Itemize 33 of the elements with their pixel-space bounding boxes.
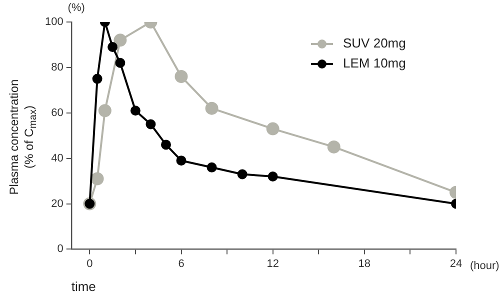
- y-tick-label: 40: [51, 152, 64, 164]
- y-tick-label: 60: [51, 106, 64, 119]
- point: [90, 172, 104, 186]
- y-tick-label: 100: [44, 16, 64, 28]
- point: [174, 70, 188, 84]
- x-tick-label: 0: [86, 258, 93, 270]
- point: [115, 58, 126, 68]
- legend-label: LEM 10mg: [343, 56, 406, 71]
- y-tick-label: 0: [57, 243, 64, 256]
- point: [176, 156, 186, 166]
- x-axis-title: time: [71, 278, 96, 294]
- point: [108, 42, 118, 52]
- point: [237, 169, 248, 180]
- point: [206, 162, 217, 172]
- y-tick-label: 20: [51, 198, 64, 210]
- x-tick-label: 6: [178, 258, 184, 270]
- text: (hour): [470, 260, 500, 272]
- point: [114, 34, 127, 47]
- point: [98, 104, 112, 118]
- point: [205, 102, 218, 115]
- point: [130, 106, 140, 116]
- text: (%): [68, 2, 85, 14]
- point: [146, 119, 156, 130]
- point: [160, 140, 171, 150]
- x-tick-label: 12: [266, 258, 279, 270]
- point: [268, 171, 278, 182]
- point: [266, 122, 280, 136]
- x-tick-label: 18: [358, 258, 371, 270]
- point: [327, 140, 340, 154]
- legend-label: SUV 20mg: [343, 36, 406, 51]
- y-tick-label: 80: [51, 61, 64, 74]
- x-tick-label: 24: [450, 258, 462, 270]
- point: [92, 74, 102, 84]
